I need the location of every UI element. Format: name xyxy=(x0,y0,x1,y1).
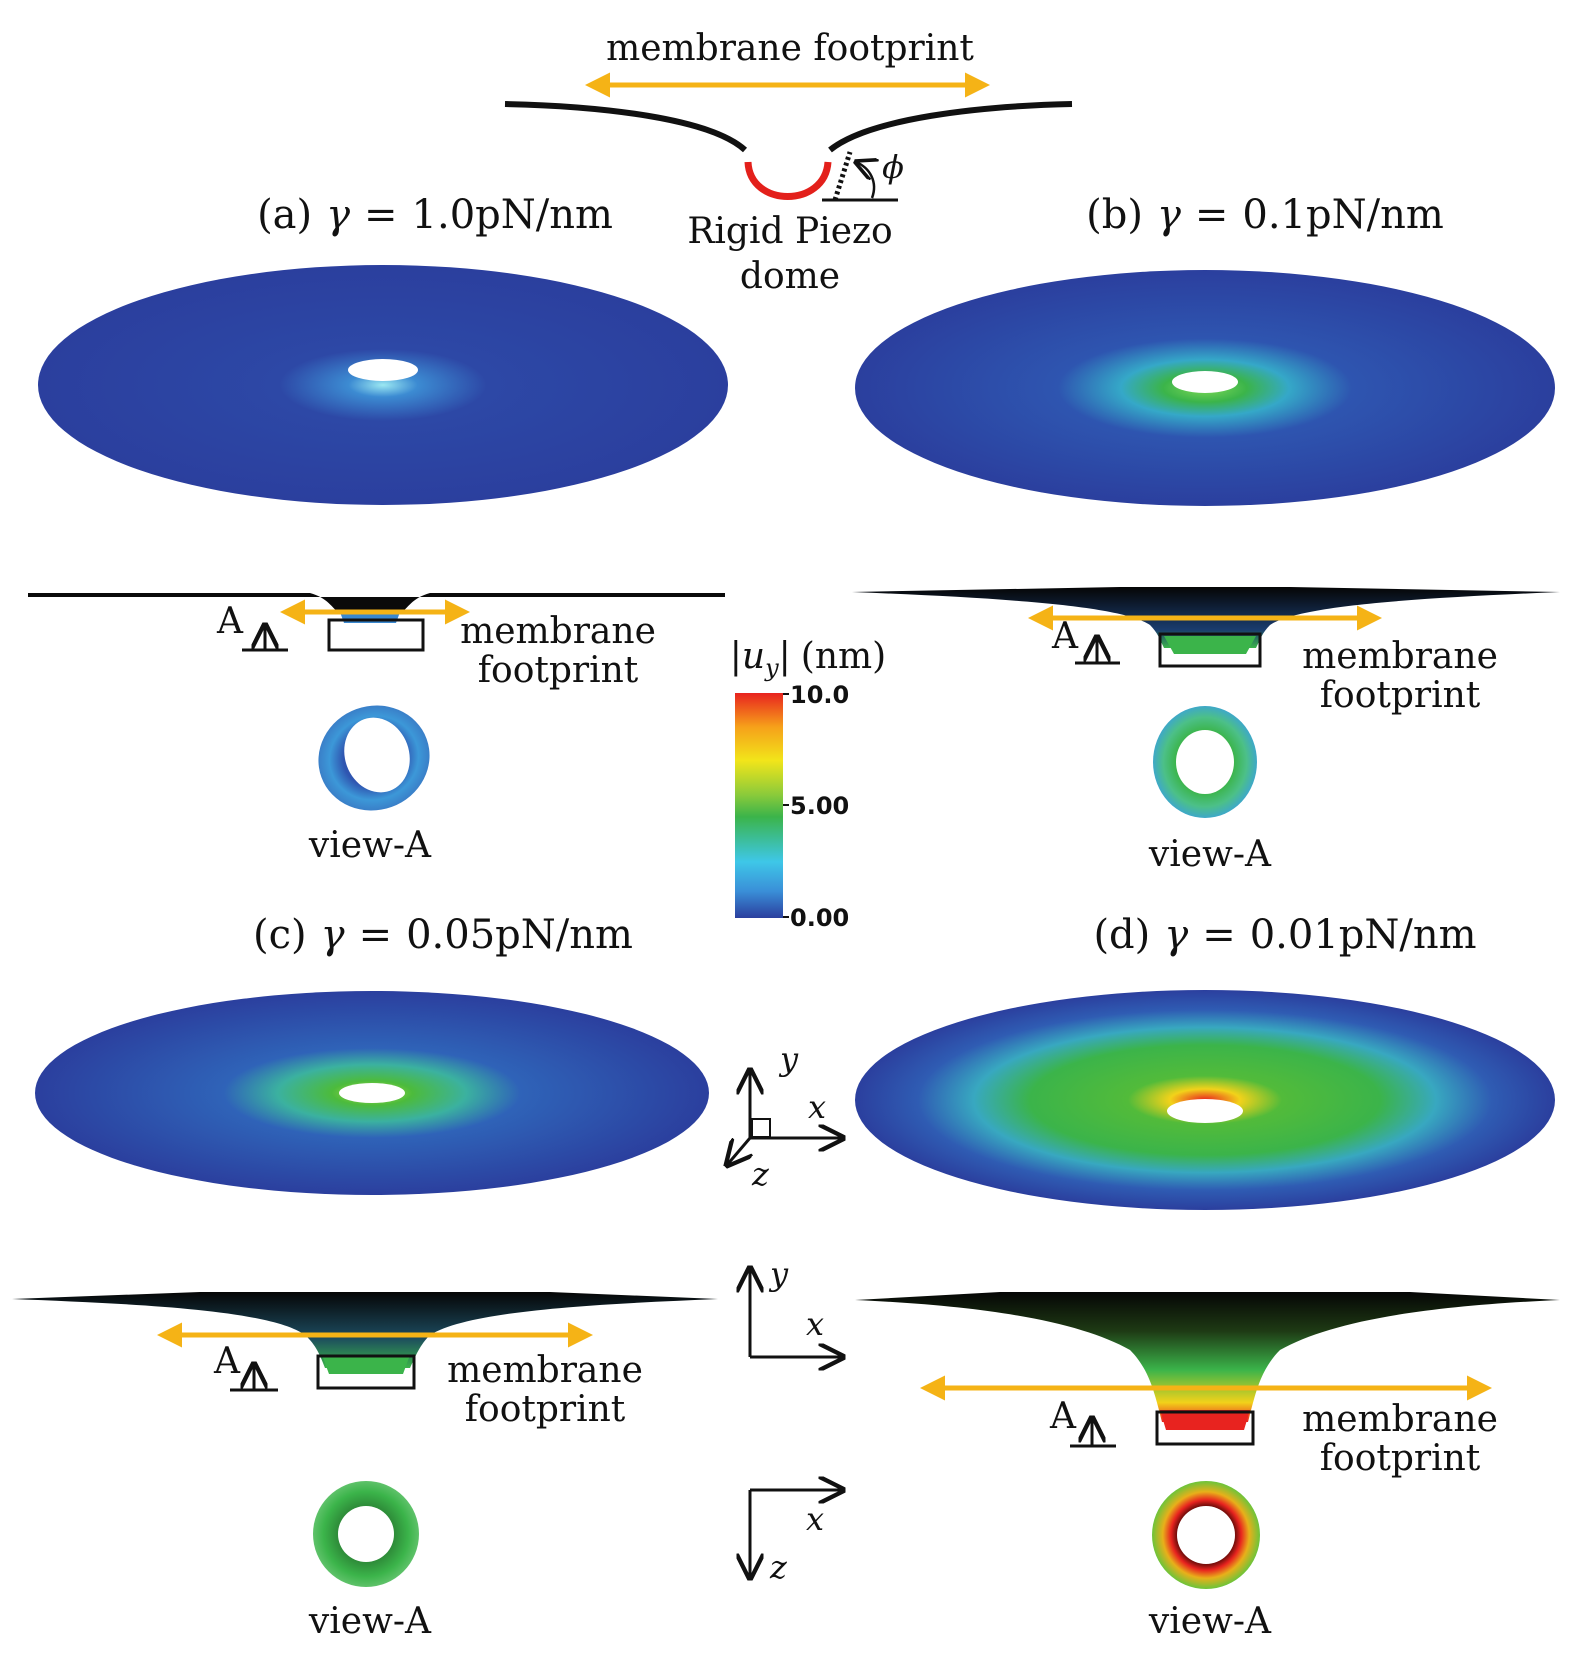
panel-title: (a) γ = 1.0pN/nm xyxy=(257,192,613,238)
colorbar-tick-label-min: 0.00 xyxy=(790,904,849,932)
dome-hole xyxy=(348,359,418,381)
schematic: membrane footprint ϕ Rigid Piezo dome xyxy=(504,28,1073,297)
dome-side-view xyxy=(1164,636,1256,654)
schematic-membrane-left xyxy=(504,101,748,153)
view-a-label: view-A xyxy=(1148,834,1272,875)
view-a-label: view-A xyxy=(1148,1601,1272,1642)
colorbar-scale xyxy=(735,693,783,918)
section-marker: A xyxy=(216,601,244,642)
view-a-hole xyxy=(344,717,410,793)
view-a-label: view-A xyxy=(308,1601,432,1642)
footprint-box xyxy=(316,1354,416,1390)
panel-c: (c) γ = 0.05pN/nm membrane footprint A view… xyxy=(12,912,718,1642)
dome-side-view xyxy=(322,1355,410,1374)
panel-title: (c) γ = 0.05pN/nm xyxy=(253,912,633,958)
schematic-tangent xyxy=(832,151,853,201)
view-a-hole xyxy=(338,1506,394,1562)
footprint-box xyxy=(327,618,425,652)
footprint-label-1: membrane xyxy=(460,611,656,652)
schematic-dome-label-1: Rigid Piezo xyxy=(687,211,892,252)
axis-label-x: x xyxy=(806,1305,824,1343)
panel-a: (a) γ = 1.0pN/nm membrane footprint A view-… xyxy=(28,192,728,866)
membrane-side-view xyxy=(855,1292,1560,1422)
section-marker: A xyxy=(1051,616,1079,657)
view-a-hole xyxy=(1177,1506,1235,1564)
view-a-hole xyxy=(1176,730,1234,794)
schematic-piezo-dome xyxy=(744,161,832,200)
section-marker: A xyxy=(1049,1396,1077,1437)
colorbar-tick-label-max: 10.0 xyxy=(790,681,849,709)
panel-b: (b) γ = 0.1pN/nm membrane footprint A view-… xyxy=(852,192,1560,875)
panel-title: (b) γ = 0.1pN/nm xyxy=(1086,192,1444,238)
axes-triad-xy: y x xyxy=(750,1255,843,1357)
schematic-dome-label-2: dome xyxy=(740,256,840,297)
footprint-label-1: membrane xyxy=(447,1350,643,1391)
axis-label-z: z xyxy=(751,1155,770,1193)
z-axis-arrow xyxy=(727,1137,750,1165)
dome-hole xyxy=(1172,371,1238,393)
axes-triad-3d: y x z xyxy=(727,1040,843,1193)
axis-label-y: y xyxy=(778,1040,799,1078)
schematic-footprint-label: membrane footprint xyxy=(606,28,974,69)
footprint-label-1: membrane xyxy=(1302,1399,1498,1440)
origin-cube xyxy=(751,1118,771,1138)
schematic-angle-arc xyxy=(856,162,874,199)
axis-label-y: y xyxy=(768,1255,789,1293)
footprint-box xyxy=(1155,1410,1255,1446)
axis-label-x: x xyxy=(808,1088,826,1126)
schematic-membrane-right xyxy=(828,101,1073,153)
section-marker: A xyxy=(213,1341,241,1382)
dome-side-view xyxy=(1160,1410,1250,1430)
footprint-box xyxy=(1158,632,1262,668)
schematic-angle-symbol: ϕ xyxy=(882,148,904,186)
footprint-label-2: footprint xyxy=(1320,1438,1481,1479)
footprint-label-2: footprint xyxy=(478,650,639,691)
axis-label-x: x xyxy=(806,1500,824,1538)
panel-title: (d) γ = 0.01pN/nm xyxy=(1093,912,1476,958)
dome-hole xyxy=(1167,1099,1243,1123)
membrane-top-view xyxy=(38,265,728,505)
colorbar-label: |uy| (nm) xyxy=(730,636,886,682)
dome-hole xyxy=(339,1083,405,1103)
footprint-label-2: footprint xyxy=(1320,675,1481,716)
view-a-label: view-A xyxy=(308,825,432,866)
colorbar-tick-label-mid: 5.00 xyxy=(790,792,849,820)
panel-d: (d) γ = 0.01pN/nm membrane footprint A view… xyxy=(855,912,1560,1642)
axis-label-z: z xyxy=(769,1548,788,1586)
colorbar: |uy| (nm) 10.0 5.00 0.00 xyxy=(730,636,886,932)
footprint-label-2: footprint xyxy=(465,1389,626,1430)
footprint-label-1: membrane xyxy=(1302,636,1498,677)
axes-triad-xz: x z xyxy=(750,1490,843,1586)
